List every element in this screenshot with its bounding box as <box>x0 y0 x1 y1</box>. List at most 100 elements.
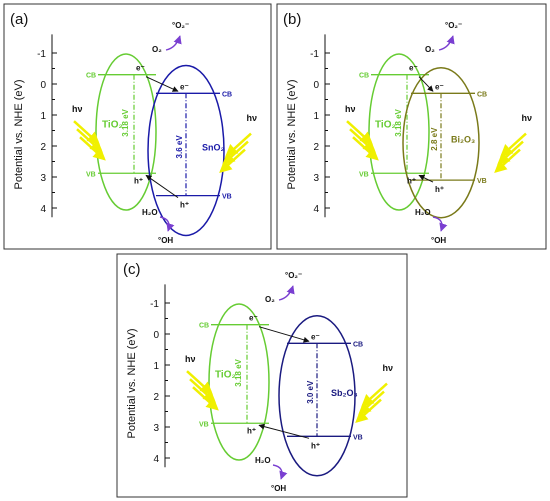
light-arrow-right <box>500 132 527 157</box>
partner-electron: e⁻ <box>311 332 320 341</box>
light-arrow-right <box>225 132 252 157</box>
partner-gap-label: 3.0 eV <box>306 380 315 404</box>
electron-transfer-arrow <box>258 326 310 343</box>
y-tick-label: 1 <box>40 111 46 122</box>
partner-ellipse <box>147 64 225 237</box>
superoxide-label: °O₂⁻ <box>285 271 302 280</box>
tio2-cb-label: CB <box>199 323 209 330</box>
hv-left-label: hν <box>72 104 83 114</box>
partner-cb-label: CB <box>222 91 232 98</box>
y-tick-label: 2 <box>153 392 159 403</box>
light-arrow-left <box>346 120 373 145</box>
partner-ellipse <box>402 66 480 219</box>
tio2-vb-label: VB <box>199 421 209 428</box>
tio2-gap-label: 3.18 eV <box>394 108 403 136</box>
partner-hole: h⁺ <box>435 185 444 194</box>
hv-left-label: hν <box>185 354 196 364</box>
hole-transfer-arrow <box>258 423 310 439</box>
partner-electron: e⁻ <box>180 82 189 91</box>
light-arrow-right <box>361 382 388 407</box>
light-arrow-left <box>189 378 216 403</box>
hv-right-label: hν <box>382 363 393 373</box>
light-arrow-right <box>355 398 382 423</box>
hole-transfer-arrow <box>145 174 179 199</box>
panel-frame <box>3 3 272 250</box>
y-tick-label: 0 <box>153 330 159 341</box>
light-arrow-left <box>192 386 219 411</box>
panel-label: (b) <box>283 11 301 28</box>
panel-label: (a) <box>10 11 28 28</box>
partner-gap-label: 3.6 eV <box>175 135 184 159</box>
tio2-gap-label: 3.18 eV <box>121 108 130 136</box>
superoxide-label: °O₂⁻ <box>172 21 189 30</box>
partner-ellipse <box>278 315 356 477</box>
h2o-label: H₂O <box>255 456 271 465</box>
hydroxyl-arrow <box>272 464 288 480</box>
light-arrow-left <box>73 120 100 145</box>
tio2-electron: e⁻ <box>409 64 418 73</box>
panel-frame <box>276 3 547 250</box>
y-tick-label: 3 <box>313 173 319 184</box>
partner-label: SnO₂ <box>202 142 225 152</box>
tio2-label: TiO₂ <box>375 119 396 130</box>
superoxide-arrow <box>165 35 182 51</box>
superoxide-arrow <box>278 285 295 301</box>
light-arrow-left <box>79 136 106 161</box>
hydroxyl-label: °OH <box>158 236 173 245</box>
o2-label: O₂ <box>265 295 275 304</box>
y-tick-label: 2 <box>40 142 46 153</box>
hole-transfer-arrow <box>418 174 434 183</box>
h2o-label: H₂O <box>415 208 431 217</box>
y-tick-label: 0 <box>40 80 46 91</box>
light-arrow-right <box>222 140 249 165</box>
y-tick-label: 3 <box>153 423 159 434</box>
tio2-electron: e⁻ <box>136 64 145 73</box>
tio2-label: TiO₂ <box>215 369 236 380</box>
tio2-electron: e⁻ <box>249 314 258 323</box>
light-arrow-left <box>349 128 376 153</box>
light-arrow-right <box>358 390 385 415</box>
hv-left-label: hν <box>345 104 356 114</box>
tio2-cb-label: CB <box>359 73 369 80</box>
hydroxyl-arrow <box>159 216 175 232</box>
partner-label: Sb₂O₃ <box>331 388 358 398</box>
y-axis-label: Potential vs. NHE (eV) <box>13 79 25 189</box>
hv-right-label: hν <box>246 113 257 123</box>
y-axis-label: Potential vs. NHE (eV) <box>286 79 298 189</box>
light-arrow-left <box>76 128 103 153</box>
o2-label: O₂ <box>425 45 435 54</box>
panel-b: (b) Potential vs. NHE (eV) -1 0 1 2 3 4 CB VB TiO₂… <box>276 3 547 250</box>
panel-c: (c) Potential vs. NHE (eV) -1 0 1 2 3 4 CB VB TiO₂… <box>116 253 408 498</box>
tio2-vb-label: VB <box>359 171 369 178</box>
y-tick-label: 4 <box>40 204 46 215</box>
tio2-vb-label: VB <box>86 171 96 178</box>
tio2-hole: h⁺ <box>407 176 416 185</box>
partner-vb-label: VB <box>222 194 232 201</box>
partner-vb-label: VB <box>477 178 487 185</box>
y-tick-label: 4 <box>313 204 319 215</box>
o2-label: O₂ <box>152 45 162 54</box>
y-tick-label: -1 <box>37 49 46 60</box>
tio2-gap-label: 3.18 eV <box>234 358 243 386</box>
partner-gap-label: 2.8 eV <box>430 127 439 151</box>
tio2-hole: h⁺ <box>134 176 143 185</box>
partner-vb-label: VB <box>353 434 363 441</box>
electron-transfer-arrow <box>145 76 179 92</box>
superoxide-arrow <box>438 35 455 51</box>
y-tick-label: -1 <box>150 299 159 310</box>
y-tick-label: 1 <box>153 361 159 372</box>
partner-hole: h⁺ <box>180 201 189 210</box>
tio2-label: TiO₂ <box>102 119 123 130</box>
light-arrow-right <box>494 148 521 173</box>
panel-frame <box>116 253 408 498</box>
hydroxyl-label: °OH <box>271 484 286 493</box>
electron-transfer-arrow <box>418 76 434 92</box>
partner-cb-label: CB <box>477 91 487 98</box>
partner-electron: e⁻ <box>435 82 444 91</box>
superoxide-label: °O₂⁻ <box>445 21 462 30</box>
y-tick-label: 3 <box>40 173 46 184</box>
hydroxyl-arrow <box>432 216 448 232</box>
y-axis-label: Potential vs. NHE (eV) <box>126 328 138 438</box>
panel-a: (a) Potential vs. NHE (eV) -1 0 1 2 3 4 CB VB TiO₂… <box>3 3 272 250</box>
light-arrow-left <box>352 136 379 161</box>
